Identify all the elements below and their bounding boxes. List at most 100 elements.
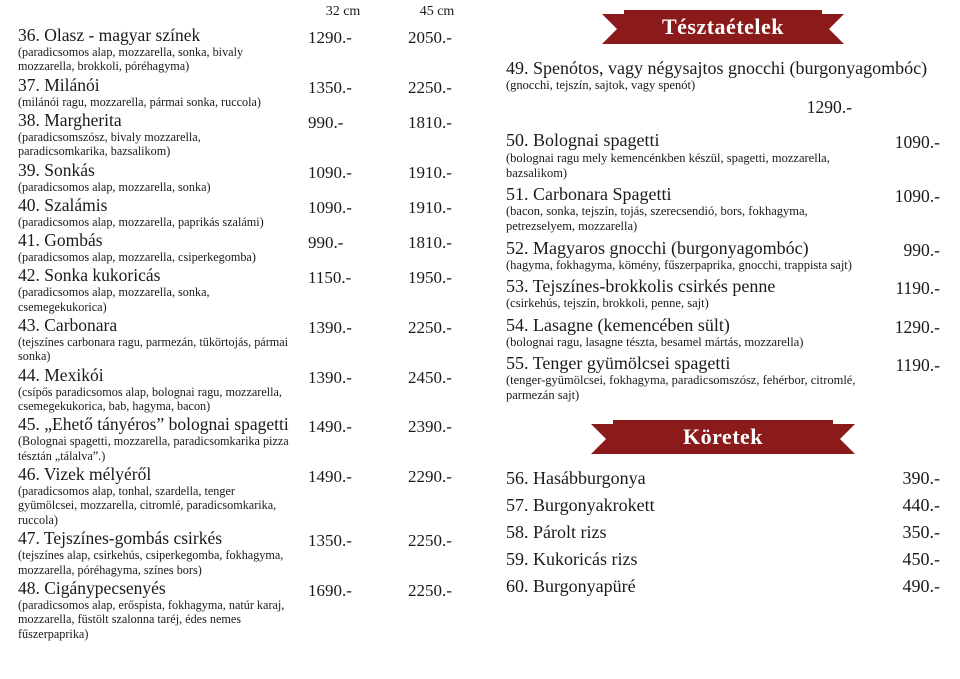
pizza-list: 36. Olasz - magyar színek(paradicsomos a… — [18, 26, 484, 641]
side-price: 350.- — [870, 522, 940, 543]
pizza-name: 39. Sonkás — [18, 161, 292, 180]
pasta-item: 54. Lasagne (kemencében sült)(bolognai r… — [506, 315, 940, 350]
dish-price: 990.- — [870, 238, 940, 261]
dish-desc: (csirkehús, tejszín, brokkoli, penne, sa… — [506, 296, 864, 311]
pizza-price-45: 2250.- — [390, 76, 484, 98]
pizza-name: 48. Cigánypecsenyés — [18, 579, 292, 598]
side-item: 59. Kukoricás rizs450.- — [506, 549, 940, 570]
pizza-price-32: 1490.- — [296, 415, 390, 437]
dish-desc: (bacon, sonka, tejszín, tojás, szerecsen… — [506, 204, 864, 235]
dish-name: 49. Spenótos, vagy négysajtos gnocchi (b… — [506, 58, 934, 78]
pizza-price-45: 1910.- — [390, 196, 484, 218]
pizza-desc: (tejszínes carbonara ragu, parmezán, tük… — [18, 335, 292, 364]
pizza-name: 37. Milánói — [18, 76, 292, 95]
pizza-price-45: 2290.- — [390, 465, 484, 487]
pizza-size-header: 32 cm 45 cm — [18, 4, 484, 20]
section-title: Tésztaételek — [624, 10, 822, 44]
side-name: 59. Kukoricás rizs — [506, 549, 870, 570]
pizza-desc: (paradicsomos alap, erőspista, fokhagyma… — [18, 598, 292, 641]
pizza-price-32: 1350.- — [296, 529, 390, 551]
header-32cm: 32 cm — [296, 4, 390, 20]
side-name: 56. Hasábburgonya — [506, 468, 870, 489]
pasta-lead-price-row: 1290.- — [506, 97, 940, 118]
dish-price: 1190.- — [870, 276, 940, 299]
pasta-lead-item: 49. Spenótos, vagy négysajtos gnocchi (b… — [506, 58, 940, 93]
pizza-price-32: 1150.- — [296, 266, 390, 288]
header-45cm: 45 cm — [390, 4, 484, 20]
side-item: 60. Burgonyapüré490.- — [506, 576, 940, 597]
pizza-desc: (csípős paradicsomos alap, bolognai ragu… — [18, 385, 292, 414]
pizza-item: 44. Mexikói(csípős paradicsomos alap, bo… — [18, 366, 484, 414]
pizza-price-32: 1350.- — [296, 76, 390, 98]
side-item: 56. Hasábburgonya390.- — [506, 468, 940, 489]
pasta-item: 52. Magyaros gnocchi (burgonyagombóc)(ha… — [506, 238, 940, 273]
section-title: Köretek — [613, 420, 833, 454]
pizza-name: 38. Margherita — [18, 111, 292, 130]
dish-desc: (bolognai ragu mely kemencénkben készül,… — [506, 151, 864, 182]
pizza-desc: (paradicsomos alap, mozzarella, paprikás… — [18, 215, 292, 229]
side-price: 450.- — [870, 549, 940, 570]
pizza-desc: (paradicsomszósz, bivaly mozzarella, par… — [18, 130, 292, 159]
pizza-price-45: 2250.- — [390, 529, 484, 551]
pizza-price-32: 990.- — [296, 111, 390, 133]
side-price: 490.- — [870, 576, 940, 597]
side-name: 57. Burgonyakrokett — [506, 495, 870, 516]
pizza-name: 47. Tejszínes-gombás csirkés — [18, 529, 292, 548]
dish-price: 1290.- — [807, 97, 940, 118]
pizza-item: 41. Gombás(paradicsomos alap, mozzarella… — [18, 231, 484, 264]
pizza-item: 47. Tejszínes-gombás csirkés(tejszínes a… — [18, 529, 484, 577]
side-price: 390.- — [870, 468, 940, 489]
pizza-desc: (paradicsomos alap, mozzarella, csiperke… — [18, 250, 292, 264]
pasta-list: 50. Bolognai spagetti(bolognai ragu mely… — [506, 130, 940, 403]
pizza-name: 45. „Ehető tányéros” bolognai spagetti — [18, 415, 292, 434]
dish-desc: (tenger-gyümölcsei, fokhagyma, paradicso… — [506, 373, 864, 404]
side-item: 57. Burgonyakrokett440.- — [506, 495, 940, 516]
pizza-desc: (paradicsomos alap, tonhal, szardella, t… — [18, 484, 292, 527]
pizza-item: 46. Vizek mélyéről(paradicsomos alap, to… — [18, 465, 484, 527]
pizza-price-32: 1090.- — [296, 161, 390, 183]
side-name: 58. Párolt rizs — [506, 522, 870, 543]
pizza-item: 43. Carbonara(tejszínes carbonara ragu, … — [18, 316, 484, 364]
dish-name: 51. Carbonara Spagetti — [506, 184, 864, 204]
right-column: Tésztaételek 49. Spenótos, vagy négysajt… — [492, 4, 940, 675]
pizza-desc: (paradicsomos alap, mozzarella, sonka) — [18, 180, 292, 194]
pizza-price-45: 1810.- — [390, 111, 484, 133]
dish-name: 53. Tejszínes-brokkolis csirkés penne — [506, 276, 864, 296]
section-header-sides: Köretek — [506, 420, 940, 454]
pizza-price-45: 1810.- — [390, 231, 484, 253]
pizza-item: 38. Margherita(paradicsomszósz, bivaly m… — [18, 111, 484, 159]
sides-list: 56. Hasábburgonya390.-57. Burgonyakroket… — [506, 468, 940, 597]
dish-price: 1090.- — [870, 184, 940, 207]
pizza-desc: (paradicsomos alap, mozzarella, sonka, b… — [18, 45, 292, 74]
side-name: 60. Burgonyapüré — [506, 576, 870, 597]
pizza-price-32: 1690.- — [296, 579, 390, 601]
dish-name: 52. Magyaros gnocchi (burgonyagombóc) — [506, 238, 864, 258]
pasta-item: 51. Carbonara Spagetti(bacon, sonka, tej… — [506, 184, 940, 235]
pizza-name: 40. Szalámis — [18, 196, 292, 215]
dish-desc: (bolognai ragu, lasagne tészta, besamel … — [506, 335, 864, 350]
pizza-price-32: 1390.- — [296, 316, 390, 338]
pizza-item: 48. Cigánypecsenyés(paradicsomos alap, e… — [18, 579, 484, 641]
pizza-name: 41. Gombás — [18, 231, 292, 250]
dish-desc: (hagyma, fokhagyma, kömény, fűszerpaprik… — [506, 258, 864, 273]
dish-name: 54. Lasagne (kemencében sült) — [506, 315, 864, 335]
pizza-item: 42. Sonka kukoricás(paradicsomos alap, m… — [18, 266, 484, 314]
pizza-item: 37. Milánói(milánói ragu, mozzarella, pá… — [18, 76, 484, 109]
pizza-price-32: 1290.- — [296, 26, 390, 48]
pasta-item: 55. Tenger gyümölcsei spagetti(tenger-gy… — [506, 353, 940, 404]
pizza-price-32: 1490.- — [296, 465, 390, 487]
pizza-price-45: 2250.- — [390, 579, 484, 601]
dish-name: 55. Tenger gyümölcsei spagetti — [506, 353, 864, 373]
section-header-pasta: Tésztaételek — [506, 10, 940, 44]
pizza-item: 45. „Ehető tányéros” bolognai spagetti(B… — [18, 415, 484, 463]
menu-page: 32 cm 45 cm 36. Olasz - magyar színek(pa… — [0, 0, 960, 679]
dish-price: 1290.- — [870, 315, 940, 338]
side-item: 58. Párolt rizs350.- — [506, 522, 940, 543]
pizza-price-45: 2390.- — [390, 415, 484, 437]
pizza-price-45: 1910.- — [390, 161, 484, 183]
pizza-price-45: 2050.- — [390, 26, 484, 48]
pizza-name: 43. Carbonara — [18, 316, 292, 335]
pizza-item: 39. Sonkás(paradicsomos alap, mozzarella… — [18, 161, 484, 194]
side-price: 440.- — [870, 495, 940, 516]
pasta-item: 53. Tejszínes-brokkolis csirkés penne(cs… — [506, 276, 940, 311]
